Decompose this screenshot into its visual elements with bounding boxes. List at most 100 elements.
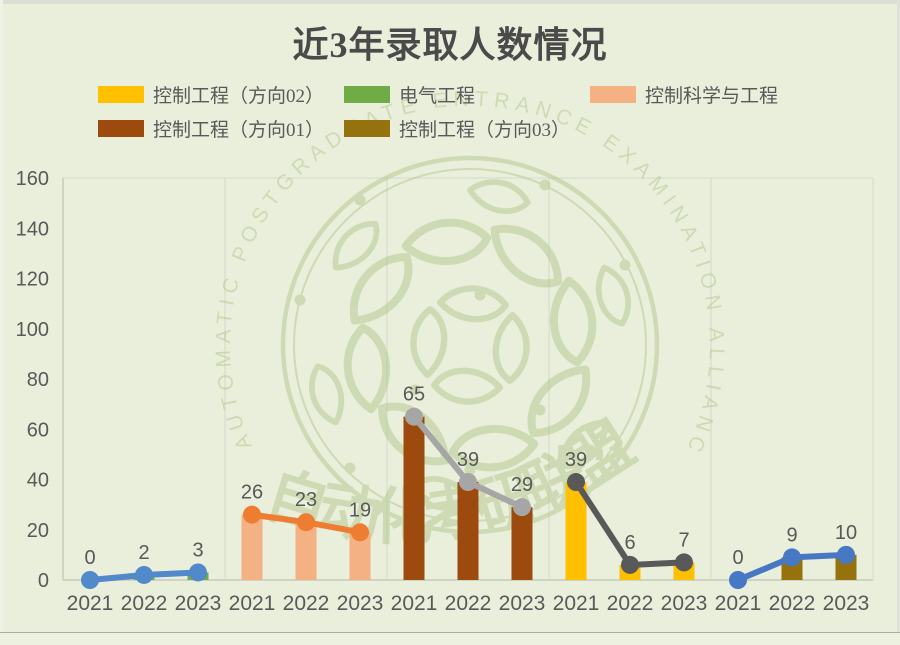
watermark-leaf-wreath [308, 179, 632, 511]
legend-label: 控制工程（方向02） [153, 85, 325, 107]
data-value-label: 0 [84, 547, 95, 569]
watermark-leaf [343, 323, 391, 414]
data-value-label: 29 [511, 474, 533, 496]
legend-item-1: 电气工程 [344, 84, 590, 107]
legend-label: 控制工程（方向01） [153, 119, 325, 141]
data-value-label: 9 [786, 524, 797, 546]
watermark-leaf [431, 367, 504, 405]
line-marker [351, 523, 369, 542]
watermark-leaf [349, 253, 413, 325]
line-marker [729, 571, 747, 589]
watermark-dot [344, 462, 356, 474]
frame-edge-right [897, 0, 900, 645]
watermark-dot [584, 444, 596, 456]
watermark-dot [534, 404, 546, 416]
line-marker [783, 548, 801, 567]
line-marker [837, 545, 855, 564]
watermark-leaf [595, 264, 632, 327]
line-marker [405, 407, 423, 426]
bar-控制工程（方向02）-2021 [565, 482, 587, 580]
watermark-dot [409, 384, 421, 396]
data-value-label: 19 [349, 499, 371, 521]
watermark-dot [619, 259, 631, 271]
legend-swatch [98, 85, 144, 103]
watermark-leaf [332, 220, 380, 271]
data-value-label: 23 [295, 489, 317, 511]
legend-swatch [344, 119, 390, 137]
watermark-leaf [467, 179, 531, 214]
x-axis-year-label: 2022 [445, 592, 492, 615]
data-value-label: 3 [192, 539, 203, 561]
data-value-label: 7 [678, 529, 689, 551]
line-marker [135, 565, 153, 584]
y-axis-tick-label: 0 [38, 570, 49, 592]
data-value-label: 6 [624, 532, 635, 554]
watermark-leaf [527, 365, 591, 437]
x-axis-year-label: 2022 [121, 592, 168, 615]
y-axis-tick-label: 60 [27, 419, 49, 441]
line-marker [621, 555, 639, 574]
frame-edge-left [0, 0, 3, 645]
watermark-leaf [410, 306, 448, 379]
line-marker [243, 505, 261, 524]
bar-控制工程（方向01）-2022 [457, 482, 479, 580]
legend-item-0: 控制工程（方向02） [98, 84, 344, 107]
watermark-dot [539, 179, 551, 191]
y-axis-tick-label: 20 [27, 520, 49, 542]
data-value-label: 26 [241, 482, 263, 504]
legend: 控制工程（方向02） 电气工程 控制科学与工程控制工程（方向01） 控制工程（方向03… [98, 84, 818, 141]
data-value-label: 39 [457, 449, 479, 471]
data-value-label: 2 [138, 542, 149, 564]
line-marker [189, 563, 207, 582]
legend-label: 控制科学与工程 [645, 85, 779, 107]
watermark-dot [464, 464, 476, 476]
x-axis-year-label: 2022 [607, 592, 654, 615]
frame-edge-top [0, 0, 900, 4]
watermark-leaf [549, 276, 597, 367]
y-axis-tick-label: 100 [16, 319, 49, 341]
legend-label: 控制工程（方向03） [399, 119, 571, 141]
data-value-label: 0 [732, 547, 743, 569]
x-axis-year-label: 2023 [337, 592, 384, 615]
x-axis-year-label: 2023 [661, 592, 708, 615]
bar-控制科学与工程-2023 [349, 532, 371, 580]
watermark-leaf [490, 224, 562, 288]
x-axis-year-label: 2021 [229, 592, 276, 615]
y-axis-tick-label: 40 [27, 470, 49, 492]
line-marker [513, 498, 531, 517]
line-marker [567, 473, 585, 492]
data-value-label: 65 [403, 384, 425, 406]
x-axis-year-label: 2022 [769, 592, 816, 615]
legend-item-2: 控制科学与工程 [590, 84, 818, 107]
watermark-leaf [401, 218, 492, 266]
frame-edge-bottom [0, 632, 900, 645]
watermark-dots [294, 179, 631, 476]
x-axis-year-label: 2023 [175, 592, 222, 615]
legend-swatch [344, 85, 390, 103]
y-axis-tick-label: 80 [27, 369, 49, 391]
watermark-leaf [448, 424, 539, 472]
watermark: AUTOMATIC POSTGRADUATE ENTRANCE EXAMINAT… [0, 0, 722, 553]
bar-控制科学与工程-2021 [241, 514, 263, 580]
watermark-leaf [436, 285, 509, 323]
legend-item-4: 控制工程（方向03） [344, 118, 590, 141]
legend-swatch [98, 119, 144, 137]
x-axis-year-label: 2022 [283, 592, 330, 615]
y-axis-tick-label: 140 [16, 218, 49, 240]
data-value-label: 10 [835, 522, 857, 544]
bar-控制工程（方向01）-2023 [511, 507, 533, 580]
line-marker [675, 553, 693, 572]
x-axis-year-label: 2023 [823, 592, 870, 615]
watermark-dot [294, 294, 306, 306]
line-marker [459, 473, 477, 492]
watermark-leaf [560, 419, 608, 470]
data-value-label: 39 [565, 449, 587, 471]
chart-title: 近3年录取人数情况 [292, 25, 608, 65]
watermark-dot [354, 194, 366, 206]
legend-swatch [590, 85, 636, 103]
line-marker [81, 571, 99, 589]
watermark-leaf [492, 311, 530, 384]
